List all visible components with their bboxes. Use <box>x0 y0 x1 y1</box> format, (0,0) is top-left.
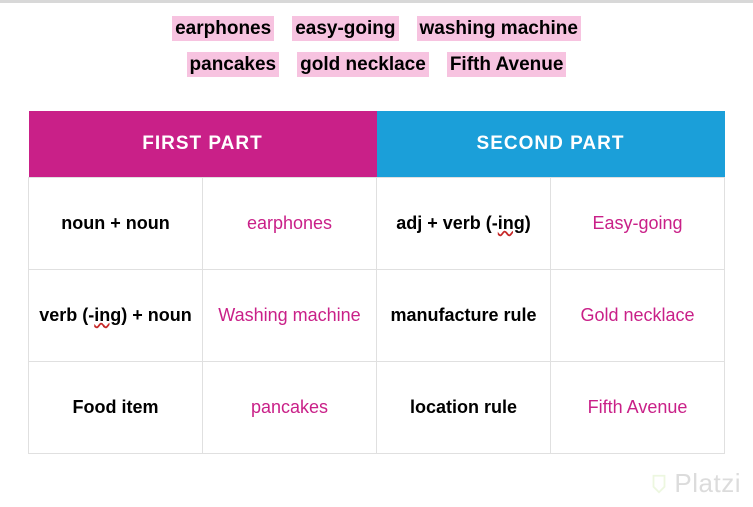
word-item: washing machine <box>417 16 581 41</box>
example-cell: Washing machine <box>203 270 377 362</box>
word-item: pancakes <box>187 52 280 77</box>
word-list-row-1: earphones easy-going washing machine <box>0 11 753 47</box>
example-cell: earphones <box>203 178 377 270</box>
platzi-logo-icon <box>648 473 670 495</box>
table-row: verb (-ing) + noun Washing machine manuf… <box>29 270 725 362</box>
example-cell: Gold necklace <box>551 270 725 362</box>
compound-table-wrap: FIRST PART SECOND PART noun + noun earph… <box>0 83 753 454</box>
example-cell: Fifth Avenue <box>551 362 725 454</box>
rule-cell: verb (-ing) + noun <box>29 270 203 362</box>
watermark: Platzi <box>648 468 741 499</box>
rule-cell: Food item <box>29 362 203 454</box>
word-item: Fifth Avenue <box>447 52 567 77</box>
example-cell: Easy-going <box>551 178 725 270</box>
rule-cell: adj + verb (-ing) <box>377 178 551 270</box>
watermark-text: Platzi <box>674 468 741 499</box>
word-list-row-2: pancakes gold necklace Fifth Avenue <box>0 47 753 83</box>
word-list: earphones easy-going washing machine panca… <box>0 11 753 83</box>
word-item: easy-going <box>292 16 398 41</box>
word-item: earphones <box>172 16 274 41</box>
compound-table: FIRST PART SECOND PART noun + noun earph… <box>28 111 725 454</box>
table-row: noun + noun earphones adj + verb (-ing) … <box>29 178 725 270</box>
top-border <box>0 0 753 3</box>
word-item: gold necklace <box>297 52 429 77</box>
example-cell: pancakes <box>203 362 377 454</box>
header-second-part: SECOND PART <box>377 111 725 178</box>
table-row: Food item pancakes location rule Fifth A… <box>29 362 725 454</box>
rule-cell: manufacture rule <box>377 270 551 362</box>
table-body: noun + noun earphones adj + verb (-ing) … <box>29 178 725 454</box>
header-first-part: FIRST PART <box>29 111 377 178</box>
rule-cell: location rule <box>377 362 551 454</box>
rule-cell: noun + noun <box>29 178 203 270</box>
